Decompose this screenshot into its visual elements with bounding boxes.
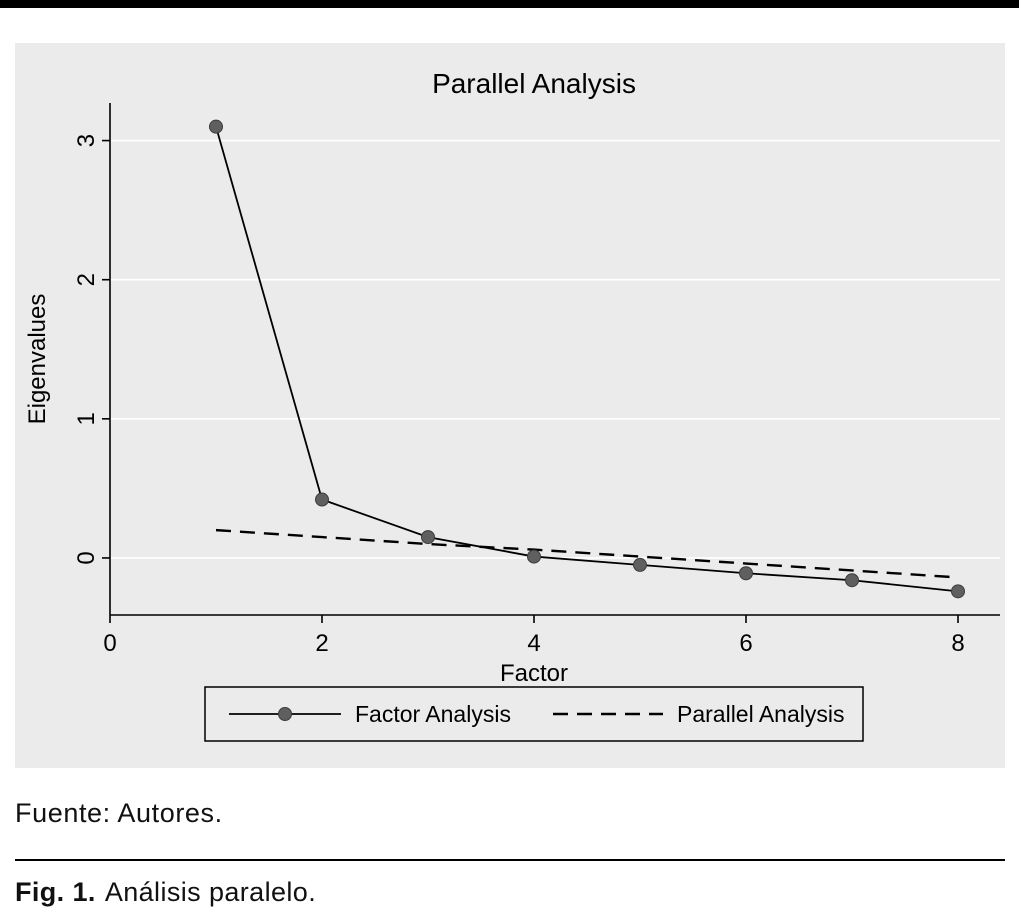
data-point-marker: [951, 584, 965, 599]
series-factor-analysis-markers: [209, 119, 965, 599]
top-divider: [0, 0, 1019, 8]
caption-divider: [15, 859, 1005, 861]
y-axis-title: Eigenvalues: [24, 294, 51, 425]
source-note: Fuente: Autores.: [15, 798, 223, 828]
data-point-marker: [209, 119, 223, 134]
x-axis-ticks: 0 2 4 6 8: [103, 615, 965, 657]
data-point-marker: [633, 557, 647, 572]
series-parallel-analysis: [215, 528, 959, 579]
y-tick-label: 2: [73, 273, 100, 286]
data-point-marker: [421, 530, 435, 545]
x-tick-label: 4: [527, 630, 540, 657]
legend-marker-factor-analysis: [278, 707, 292, 721]
axes: [109, 103, 1000, 616]
x-axis-title: Factor: [500, 660, 568, 687]
data-point-marker: [739, 566, 753, 581]
legend: Factor Analysis Parallel Analysis: [204, 686, 864, 742]
chart-title: Parallel Analysis: [432, 68, 636, 99]
data-point-marker: [527, 549, 541, 564]
figure-caption: Fig. 1. Análisis paralelo.: [15, 877, 1019, 908]
y-tick-label: 3: [73, 134, 100, 147]
data-point-marker: [315, 492, 329, 507]
x-tick-label: 8: [951, 630, 964, 657]
data-point-marker: [845, 573, 859, 588]
x-tick-label: 0: [103, 630, 116, 657]
x-tick-label: 6: [739, 630, 752, 657]
x-tick-label: 2: [315, 630, 328, 657]
legend-label-parallel-analysis: Parallel Analysis: [677, 701, 844, 727]
figure-label: Fig. 1.: [15, 877, 96, 907]
figure-panel: 0 1 2 3 0 2 4 6 8 Parallel Analysis Factor Eigenval…: [15, 43, 1005, 768]
y-axis-ticks: 0 1 2 3: [73, 134, 110, 565]
legend-label-factor-analysis: Factor Analysis: [355, 701, 511, 727]
y-tick-label: 0: [73, 551, 100, 564]
series-factor-analysis: [215, 126, 959, 593]
figure-text: Análisis paralelo.: [104, 877, 317, 907]
y-tick-label: 1: [73, 412, 100, 425]
parallel-analysis-chart: 0 1 2 3 0 2 4 6 8 Parallel Analysis Factor Eigenval…: [24, 68, 1000, 742]
gridlines: [110, 139, 1000, 559]
